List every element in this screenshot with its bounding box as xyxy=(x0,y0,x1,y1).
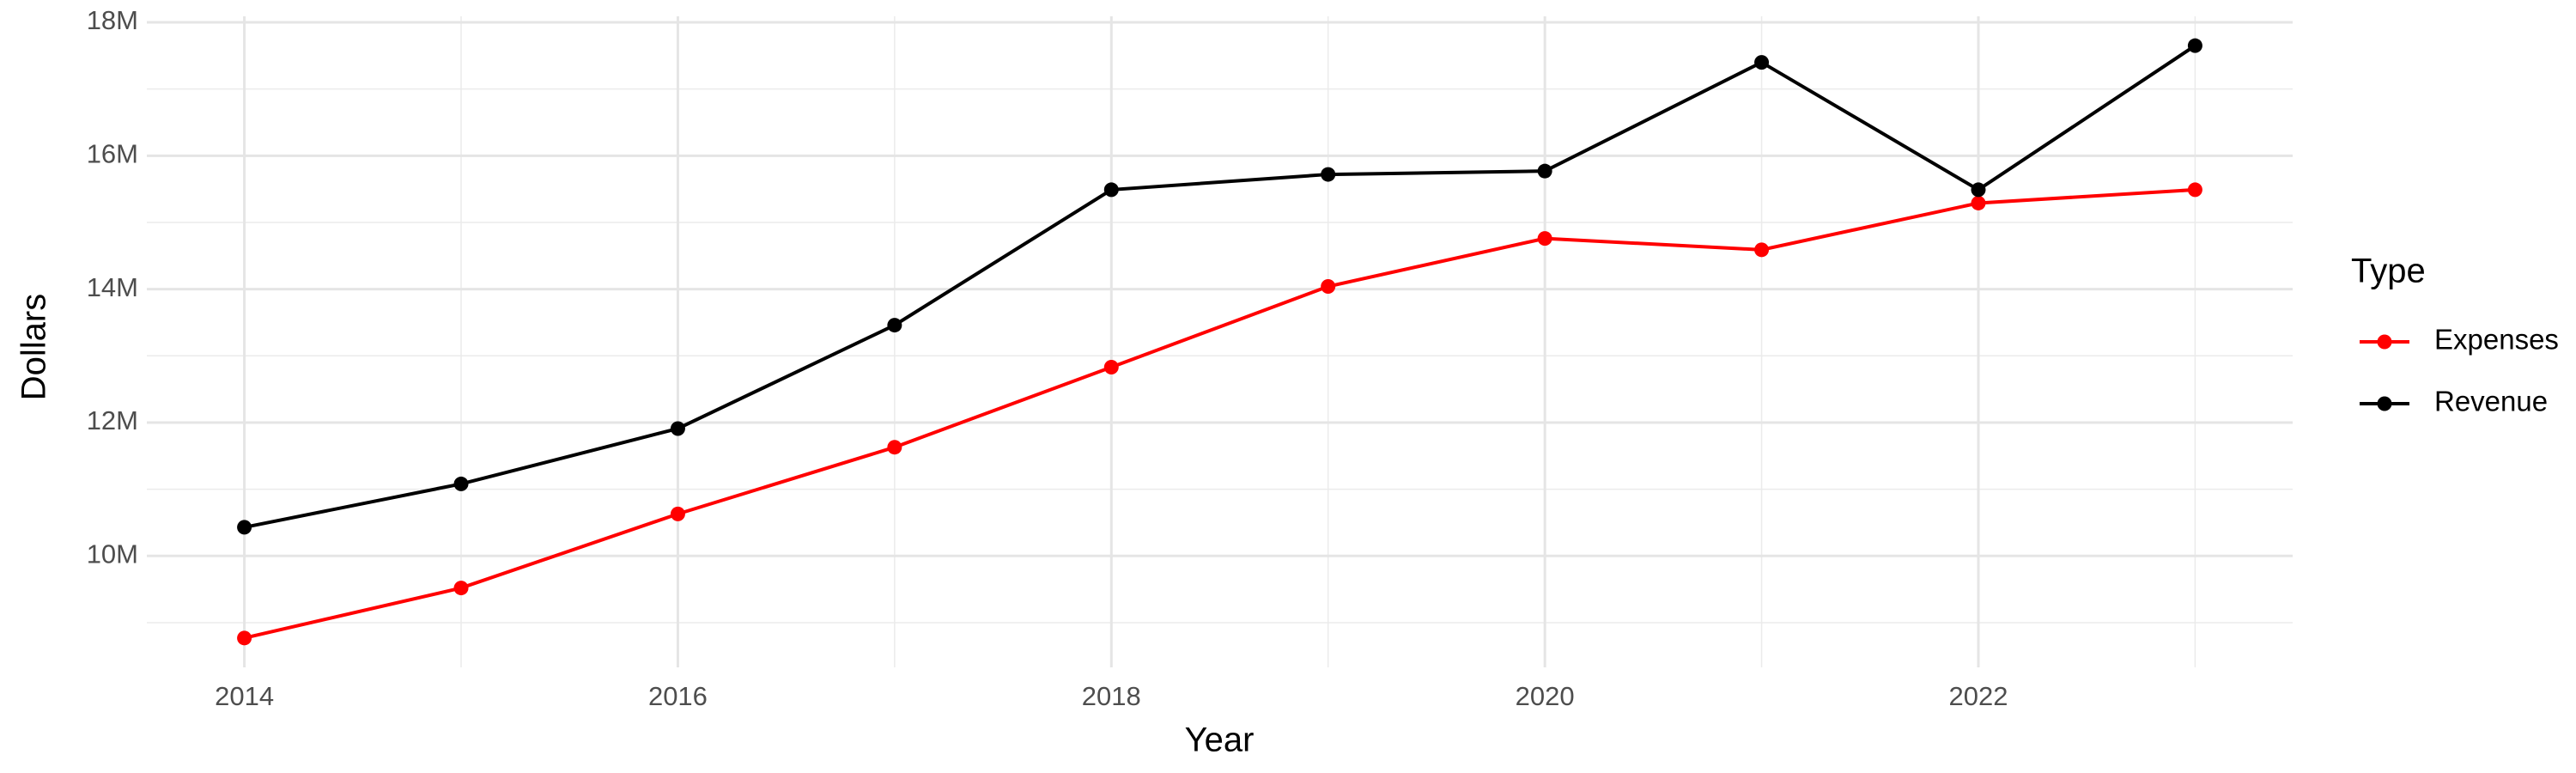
x-tick-label: 2018 xyxy=(1082,681,1141,711)
data-point xyxy=(1754,242,1770,258)
x-tick-label: 2014 xyxy=(215,681,274,711)
y-tick-label: 18M xyxy=(87,5,138,35)
series-line xyxy=(244,44,2196,529)
data-point xyxy=(237,520,252,535)
grid xyxy=(147,16,2293,667)
data-point xyxy=(453,581,469,596)
data-point xyxy=(887,440,902,455)
data-point xyxy=(1971,182,1986,198)
y-tick-label: 16M xyxy=(87,139,138,169)
data-point xyxy=(1537,231,1552,247)
data-point xyxy=(1754,55,1770,70)
legend-title: Type xyxy=(2351,253,2426,290)
data-point xyxy=(1103,360,1119,375)
legend-label: Expenses xyxy=(2434,324,2559,356)
data-point xyxy=(237,630,252,646)
data-point xyxy=(453,476,469,491)
data-point xyxy=(1321,279,1336,295)
y-tick-label: 12M xyxy=(87,405,138,435)
legend-marker xyxy=(2377,396,2392,411)
y-tick-label: 10M xyxy=(87,539,138,569)
series-line xyxy=(244,187,2196,640)
x-tick-label: 2020 xyxy=(1516,681,1575,711)
legend-marker xyxy=(2377,334,2392,350)
y-axis-title: Dollars xyxy=(15,294,53,400)
data-point xyxy=(2187,38,2202,53)
data-point xyxy=(1321,167,1336,182)
x-tick-label: 2022 xyxy=(1949,681,2008,711)
x-tick-label: 2016 xyxy=(648,681,708,711)
legend: Expenses Revenue xyxy=(2360,324,2559,417)
data-point xyxy=(1537,163,1552,179)
y-tick-label: 14M xyxy=(87,272,138,302)
x-axis-title: Year xyxy=(1185,721,1255,759)
data-point xyxy=(670,506,685,521)
data-point xyxy=(2187,182,2202,198)
data-point xyxy=(670,421,685,436)
plot-area xyxy=(237,38,2202,646)
legend-label: Revenue xyxy=(2434,386,2548,417)
data-point xyxy=(1103,182,1119,198)
data-point xyxy=(1971,195,1986,210)
data-point xyxy=(887,318,902,333)
